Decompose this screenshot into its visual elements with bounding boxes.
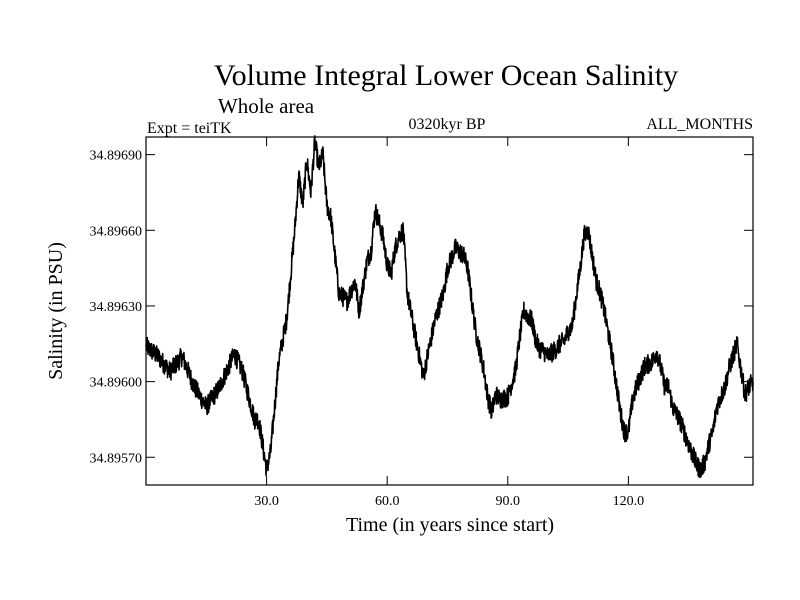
y-tick-label: 34.89570: [90, 451, 143, 466]
y-tick-label: 34.89690: [90, 149, 143, 164]
chart-subtitle: Whole area: [218, 94, 315, 118]
y-tick-label: 34.89630: [90, 300, 143, 315]
x-tick-label: 90.0: [496, 494, 521, 509]
x-tick-label: 60.0: [375, 494, 400, 509]
series-group: [145, 135, 754, 478]
y-axis-label: Salinity (in PSU): [45, 242, 67, 380]
experiment-label: Expt = teiTK: [147, 120, 232, 137]
x-tick-label: 30.0: [254, 494, 279, 509]
period-label: 0320kyr BP: [409, 116, 486, 133]
months-label: ALL_MONTHS: [646, 116, 753, 133]
chart-title: Volume Integral Lower Ocean Salinity: [214, 59, 678, 92]
salinity-series-line: [145, 135, 754, 478]
axis-ticks: 30.0 60.0 90.0 120.0 34.89570 34.89600 34.8963…: [90, 137, 753, 509]
x-tick-label: 120.0: [613, 494, 645, 509]
x-axis-label: Time (in years since start): [346, 514, 554, 536]
y-tick-label: 34.89600: [90, 376, 143, 391]
y-tick-label: 34.89660: [90, 224, 143, 239]
plot-frame: [145, 136, 754, 486]
